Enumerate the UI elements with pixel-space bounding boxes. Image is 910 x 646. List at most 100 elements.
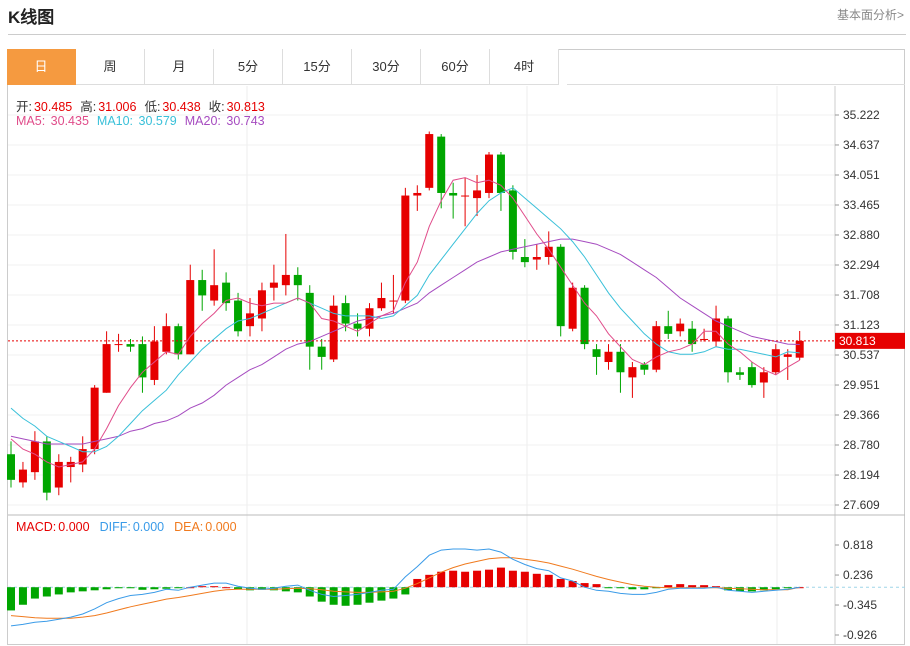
tabs-divider xyxy=(567,84,905,85)
candle-body xyxy=(162,326,171,352)
macd-bar xyxy=(246,587,254,591)
tab-15min[interactable]: 15分 xyxy=(283,49,352,85)
tab-month[interactable]: 月 xyxy=(145,49,214,85)
candle-body xyxy=(281,274,290,286)
tab-60min[interactable]: 60分 xyxy=(421,49,490,85)
price-tick-label: 35.222 xyxy=(843,108,880,122)
macd-bar xyxy=(508,570,517,588)
price-axis: 35.222 34.637 34.051 33.465 32.880 32.294 31.7… xyxy=(8,86,905,644)
macd-bar xyxy=(42,587,51,597)
macd-bar xyxy=(174,587,183,589)
candle-body xyxy=(461,195,470,197)
candle-body xyxy=(735,372,744,375)
candle-body xyxy=(102,344,111,393)
candle-body xyxy=(305,292,314,347)
candle-body xyxy=(341,303,350,324)
tab-5min[interactable]: 5分 xyxy=(214,49,283,85)
tab-4hour[interactable]: 4时 xyxy=(490,49,559,85)
macd-bar xyxy=(329,587,338,605)
price-tick-label: 33.465 xyxy=(843,198,880,212)
macd-bar xyxy=(365,587,374,603)
macd-bar xyxy=(652,587,661,589)
price-tick-label: 27.609 xyxy=(843,498,880,512)
candle-body xyxy=(628,367,637,378)
price-tick-label: 29.366 xyxy=(843,408,880,422)
candle-body xyxy=(556,246,565,327)
macd-bar xyxy=(210,586,219,588)
macd-bar xyxy=(18,587,27,605)
candle-body xyxy=(222,282,231,304)
diff-label: DIFF: xyxy=(99,520,131,534)
macd-bar xyxy=(568,581,577,588)
candle-body xyxy=(520,257,529,263)
macd-bar xyxy=(532,573,541,588)
candle-body xyxy=(508,190,517,252)
candle-body xyxy=(174,326,183,355)
candle-body xyxy=(568,287,577,329)
ma-readout: MA5: 30.435 MA10: 30.579 MA20: 30.743 xyxy=(16,114,267,128)
candle-body xyxy=(18,469,27,483)
ma10-value: 30.579 xyxy=(138,114,177,128)
macd-bar xyxy=(389,587,398,599)
macd-bar xyxy=(293,587,302,593)
candle-body xyxy=(401,195,410,301)
candle-body xyxy=(90,387,99,450)
macd-bar xyxy=(66,587,75,593)
low-value: 30.438 xyxy=(162,100,201,114)
high-label: 高: xyxy=(80,100,97,114)
ma10-label: MA10: xyxy=(96,114,134,128)
macd-bar xyxy=(724,587,732,591)
macd-bar xyxy=(222,587,231,589)
macd-bar xyxy=(90,587,99,591)
macd-bar xyxy=(54,587,63,595)
tab-30min[interactable]: 30分 xyxy=(352,49,421,85)
macd-value: 0.000 xyxy=(58,520,90,534)
price-tick-label: 30.537 xyxy=(843,348,880,362)
macd-bar xyxy=(616,587,625,589)
candle-body xyxy=(413,192,422,196)
candle-body xyxy=(377,297,386,309)
macd-bar xyxy=(377,587,386,601)
tab-week[interactable]: 周 xyxy=(76,49,145,85)
price-tick-label: 31.123 xyxy=(843,318,880,332)
candle-body xyxy=(759,372,768,383)
macd-bar xyxy=(783,587,792,589)
candle-body xyxy=(676,323,685,332)
candle-body xyxy=(234,300,243,332)
macd-bar xyxy=(496,567,505,588)
candle-body xyxy=(640,364,649,370)
candle-body xyxy=(604,351,613,363)
candle-body xyxy=(795,340,804,358)
macd-bar xyxy=(341,587,350,606)
candle-body xyxy=(652,326,661,370)
macd-bar xyxy=(78,587,87,592)
chart-grid xyxy=(8,86,835,644)
candle-body xyxy=(473,190,482,199)
candle-body xyxy=(592,349,601,357)
macd-bar xyxy=(640,587,649,590)
candle-body xyxy=(30,441,39,473)
candle-body xyxy=(293,274,302,286)
fundamental-analysis-link[interactable]: 基本面分析> xyxy=(836,8,904,22)
macd-bar xyxy=(556,578,565,588)
macd-bar xyxy=(269,587,278,591)
macd-tick-label: 0.236 xyxy=(843,568,873,582)
candle-body xyxy=(329,305,338,360)
macd-bar xyxy=(7,587,15,611)
macd-label: MACD: xyxy=(16,520,57,534)
candlestick-series xyxy=(7,131,804,501)
dea-line xyxy=(10,557,800,619)
ma20-line xyxy=(10,238,800,445)
candle-body xyxy=(42,441,51,493)
tab-day[interactable]: 日 xyxy=(7,49,76,85)
macd-bar xyxy=(449,570,458,588)
macd-readout: MACD: 0.000 DIFF: 0.000 DEA: 0.000 xyxy=(16,520,239,534)
candle-body xyxy=(150,341,159,380)
candle-body xyxy=(532,257,541,260)
candle-body xyxy=(724,318,732,373)
macd-bar xyxy=(114,587,123,589)
moving-average-lines xyxy=(10,177,800,468)
candle-body xyxy=(771,349,780,373)
candle-body xyxy=(580,287,589,345)
